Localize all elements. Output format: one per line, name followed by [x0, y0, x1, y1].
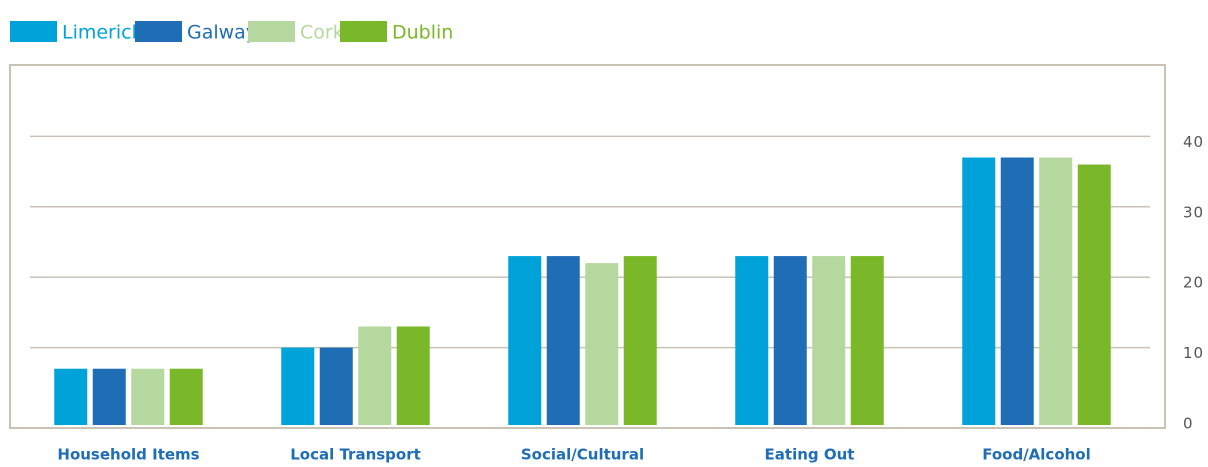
bar — [623, 256, 657, 425]
bar — [735, 256, 769, 425]
x-tick-label: Local Transport — [290, 446, 421, 464]
bar — [1077, 164, 1111, 425]
bar — [1039, 157, 1073, 425]
bar — [585, 263, 619, 425]
legend-label: Cork — [300, 22, 344, 44]
legend-swatch — [135, 21, 182, 42]
bar — [773, 256, 807, 425]
x-tick-label: Household Items — [57, 446, 199, 464]
bar — [812, 256, 846, 425]
bar — [546, 256, 580, 425]
legend-swatch — [10, 21, 57, 42]
bar — [169, 368, 203, 425]
y-tick-label: 10 — [1183, 344, 1204, 362]
bar — [131, 368, 165, 425]
legend-swatch — [340, 21, 387, 42]
bar — [850, 256, 884, 425]
bar — [396, 326, 430, 425]
bar — [54, 368, 88, 425]
bar — [319, 347, 353, 425]
x-tick-label: Social/Cultural — [521, 446, 644, 464]
y-tick-label: 30 — [1183, 203, 1204, 221]
bar — [92, 368, 126, 425]
bar — [508, 256, 542, 425]
plot-frame — [9, 64, 1166, 429]
x-tick-label: Eating Out — [765, 446, 855, 464]
bar — [1000, 157, 1034, 425]
bar — [358, 326, 392, 425]
y-tick-label: 20 — [1183, 274, 1204, 292]
y-tick-label: 0 — [1183, 415, 1194, 433]
bar — [281, 347, 315, 425]
legend-swatch — [248, 21, 295, 42]
legend-label: Limerick — [62, 22, 143, 44]
bar — [962, 157, 996, 425]
y-tick-label: 40 — [1183, 133, 1204, 151]
legend-label: Galway — [187, 22, 257, 44]
x-tick-label: Food/Alcohol — [982, 446, 1091, 464]
legend-label: Dublin — [392, 22, 453, 44]
